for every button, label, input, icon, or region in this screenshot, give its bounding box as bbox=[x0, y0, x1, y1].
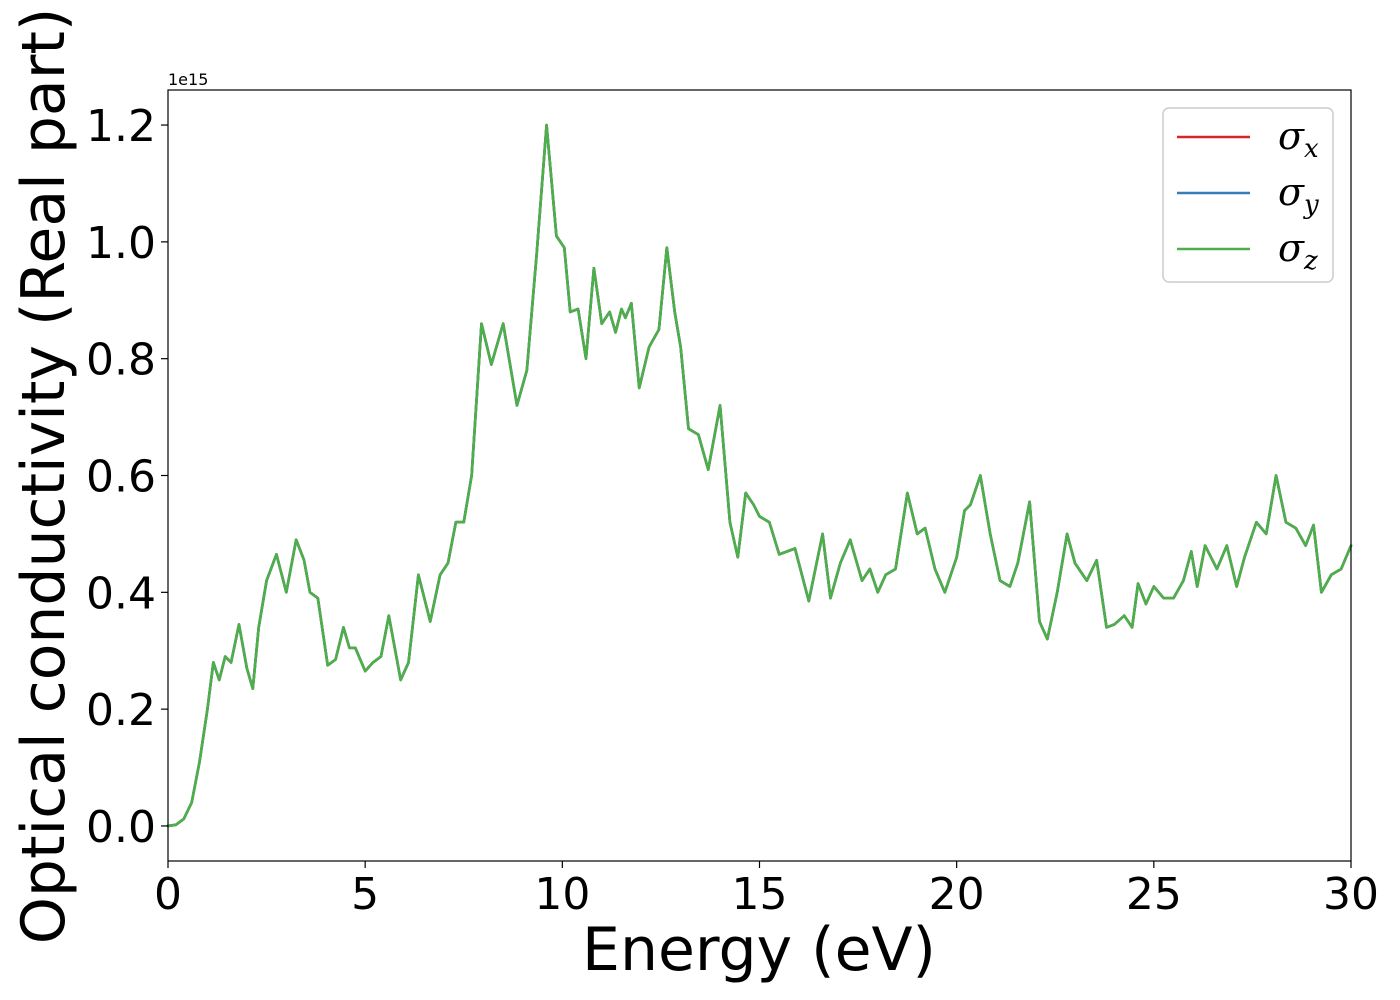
legend-box bbox=[1162, 107, 1334, 283]
y-tick-label: 0.2 bbox=[86, 685, 156, 736]
y-tick-label: 0.0 bbox=[86, 802, 156, 853]
x-tick-label: 0 bbox=[154, 869, 182, 920]
y-axis: 0.0 0.2 0.4 0.6 0.8 1.0 1.2 bbox=[86, 101, 168, 853]
legend-symbol: σ bbox=[1278, 226, 1305, 270]
legend-subscript: z bbox=[1303, 246, 1318, 276]
series-layer bbox=[166, 123, 1353, 828]
x-tick-label: 10 bbox=[534, 869, 590, 920]
legend-label-y: σy bbox=[1278, 170, 1319, 220]
x-axis: 0 5 10 15 20 25 30 bbox=[154, 861, 1379, 920]
plot-area bbox=[168, 90, 1351, 861]
legend-label-z: σz bbox=[1278, 226, 1318, 276]
y-axis-title: Optical conductivity (Real part) bbox=[9, 8, 79, 945]
x-tick-label: 15 bbox=[732, 869, 788, 920]
y-tick-label: 0.4 bbox=[86, 568, 156, 619]
x-tick-label: 30 bbox=[1323, 869, 1379, 920]
y-tick-label: 0.8 bbox=[86, 335, 156, 386]
legend-subscript: x bbox=[1304, 134, 1319, 164]
legend-symbol: σ bbox=[1278, 114, 1305, 158]
y-tick-label: 0.6 bbox=[86, 452, 156, 503]
y-offset-label: 1e15 bbox=[168, 70, 208, 89]
x-axis-title: Energy (eV) bbox=[582, 915, 936, 985]
legend-subscript: y bbox=[1303, 190, 1319, 220]
x-tick-label: 5 bbox=[351, 869, 379, 920]
y-tick-label: 1.2 bbox=[86, 101, 156, 152]
series-line-z bbox=[166, 123, 1353, 828]
y-tick-label: 1.0 bbox=[86, 218, 156, 269]
x-tick-label: 25 bbox=[1126, 869, 1182, 920]
legend-label-x: σx bbox=[1278, 114, 1319, 164]
legend-symbol: σ bbox=[1278, 170, 1305, 214]
x-tick-label: 20 bbox=[929, 869, 985, 920]
